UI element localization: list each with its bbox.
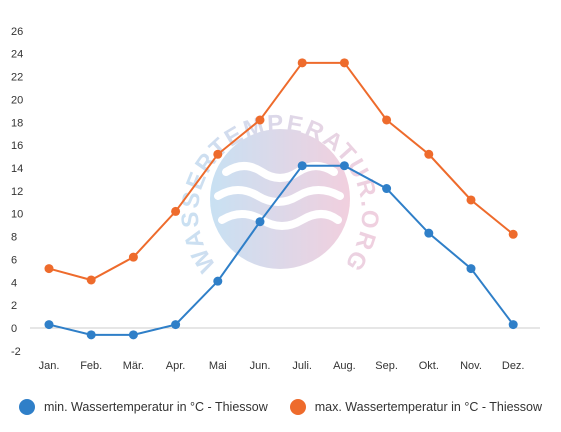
line-chart: WASSERTEMPERATUR.ORG 2624222018161412108…: [11, 26, 540, 372]
legend-marker-max: [289, 399, 306, 415]
legend-item-min[interactable]: min. Wassertemperatur in °C - Thiessow: [18, 399, 268, 415]
data-point[interactable]: [508, 320, 518, 330]
y-tick-label: 0: [11, 323, 17, 335]
data-point[interactable]: [128, 252, 138, 262]
x-tick-label: Mär.: [123, 360, 144, 372]
data-point[interactable]: [382, 115, 392, 125]
y-tick-label: 6: [11, 254, 17, 266]
x-axis: Jan. Feb. Mär. Apr. Mai Jun. Juli. Aug. Sep. Okt.…: [39, 360, 525, 372]
data-point[interactable]: [86, 330, 96, 340]
legend-label-max: max. Wassertemperatur in °C - Thiessow: [314, 400, 543, 414]
data-point[interactable]: [213, 149, 223, 159]
watermark-logo: WASSERTEMPERATUR.ORG: [177, 110, 382, 277]
data-point[interactable]: [86, 275, 96, 285]
data-point[interactable]: [255, 217, 265, 227]
data-point[interactable]: [128, 330, 138, 340]
y-tick-label: 12: [11, 186, 23, 198]
x-tick-label: Feb.: [80, 360, 102, 372]
data-point[interactable]: [44, 320, 54, 330]
x-tick-label: Mai: [209, 360, 227, 372]
data-point[interactable]: [213, 276, 223, 286]
series-layer: [44, 58, 518, 340]
y-tick-label: 22: [11, 72, 23, 84]
x-tick-label: Okt.: [419, 360, 439, 372]
legend-item-max[interactable]: max. Wassertemperatur in °C - Thiessow: [289, 399, 543, 415]
y-tick-label: -2: [11, 346, 21, 358]
data-point[interactable]: [382, 184, 392, 194]
y-tick-label: 20: [11, 94, 23, 106]
series-line: [48, 164, 514, 336]
y-tick-label: 16: [11, 140, 23, 152]
y-tick-label: 4: [11, 277, 17, 289]
y-tick-label: 26: [11, 26, 23, 38]
series-min: [44, 161, 518, 340]
y-tick-label: 24: [11, 49, 23, 61]
data-point[interactable]: [424, 228, 434, 238]
y-tick-label: 14: [11, 163, 23, 175]
x-tick-label: Dez.: [502, 360, 525, 372]
x-tick-label: Nov.: [460, 360, 482, 372]
data-point[interactable]: [297, 161, 307, 171]
data-point[interactable]: [297, 58, 307, 68]
x-tick-label: Sep.: [375, 360, 398, 372]
data-point[interactable]: [171, 320, 181, 330]
data-point[interactable]: [424, 149, 434, 159]
legend-label-min: min. Wassertemperatur in °C - Thiessow: [43, 400, 268, 414]
data-point[interactable]: [466, 195, 476, 205]
y-tick-label: 10: [11, 209, 23, 221]
y-tick-label: 18: [11, 117, 23, 129]
data-point[interactable]: [171, 206, 181, 216]
data-point[interactable]: [339, 161, 349, 171]
x-tick-label: Apr.: [166, 360, 186, 372]
x-tick-label: Juli.: [292, 360, 312, 372]
data-point[interactable]: [255, 115, 265, 125]
data-point[interactable]: [339, 58, 349, 68]
series-line: [48, 61, 514, 282]
legend-marker-min: [18, 399, 35, 415]
x-tick-label: Jan.: [39, 360, 60, 372]
x-tick-label: Aug.: [333, 360, 356, 372]
data-point[interactable]: [466, 264, 476, 274]
legend: min. Wassertemperatur in °C - Thiessow m…: [0, 393, 561, 421]
data-point[interactable]: [508, 229, 518, 239]
series-max: [44, 58, 518, 285]
y-tick-label: 2: [11, 300, 17, 312]
x-tick-label: Jun.: [250, 360, 271, 372]
data-point[interactable]: [44, 264, 54, 274]
y-tick-label: 8: [11, 232, 17, 244]
